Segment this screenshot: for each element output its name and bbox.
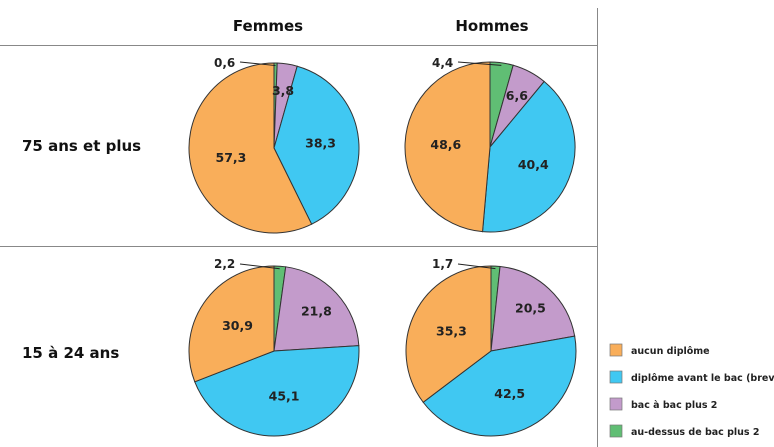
data-label-au-dessus: 0,6: [214, 56, 235, 70]
pie-slice-avant-bac: [481, 80, 576, 233]
row-label-75-plus: 75 ans et plus: [22, 137, 141, 155]
pie-slice-aucun: [188, 62, 313, 234]
column-header-femmes: Femmes: [233, 17, 303, 35]
data-label-bac-plus-2: 6,6: [506, 88, 528, 103]
data-label-aucun: 30,9: [222, 318, 253, 333]
leader-line: [239, 61, 276, 67]
data-label-avant-bac: 40,4: [518, 157, 549, 172]
pies-group: 57,3 38,3 3,8 0,6 48,6 40,4 6,6 4,4 30,9 45,1 21,8…: [188, 56, 577, 437]
pie-slice-aucun: [404, 61, 491, 233]
data-label-avant-bac: 42,5: [494, 386, 525, 401]
data-label-aucun: 35,3: [436, 323, 467, 338]
data-label-au-dessus: 1,7: [432, 257, 453, 271]
pie-slice-avant-bac: [422, 335, 577, 437]
pie-slice-avant-bac: [194, 345, 360, 437]
data-label-aucun: 57,3: [216, 150, 247, 165]
pie-slice-aucun: [188, 265, 275, 383]
row-label-15-24: 15 à 24 ans: [22, 344, 119, 362]
data-label-au-dessus: 4,4: [432, 56, 453, 70]
legend-label-au-dessus: au-dessus de bac plus 2: [631, 427, 760, 438]
leader-line: [457, 263, 496, 270]
leader-line: [239, 263, 280, 270]
data-label-bac-plus-2: 20,5: [515, 301, 546, 316]
pie-slice-bac-plus-2: [273, 266, 360, 352]
legend-label-aucun: aucun diplôme: [631, 346, 710, 357]
legend-label-bac-plus-2: bac à bac plus 2: [631, 400, 717, 411]
data-label-bac-plus-2: 3,8: [272, 83, 294, 98]
legend-label-avant-bac: diplôme avant le bac (brevet): [631, 373, 774, 384]
legend-swatch-avant-bac: [609, 370, 623, 384]
data-label-au-dessus: 2,2: [214, 257, 235, 271]
pie-slice-bac-plus-2: [490, 265, 576, 352]
legend-swatch-aucun: [609, 343, 623, 357]
leader-line: [457, 61, 502, 66]
pie-slice-avant-bac: [273, 65, 360, 225]
data-label-aucun: 48,6: [430, 137, 461, 152]
column-header-hommes: Hommes: [455, 17, 528, 35]
table-frame: [0, 8, 598, 447]
data-label-bac-plus-2: 21,8: [301, 304, 332, 319]
pie-slice-aucun: [405, 265, 492, 403]
data-label-avant-bac: 38,3: [305, 136, 336, 151]
data-label-avant-bac: 45,1: [269, 389, 300, 404]
legend-swatch-au-dessus: [609, 424, 623, 438]
legend-swatch-bac-plus-2: [609, 397, 623, 411]
legend: aucun diplôme diplôme avant le bac (brev…: [609, 343, 774, 438]
